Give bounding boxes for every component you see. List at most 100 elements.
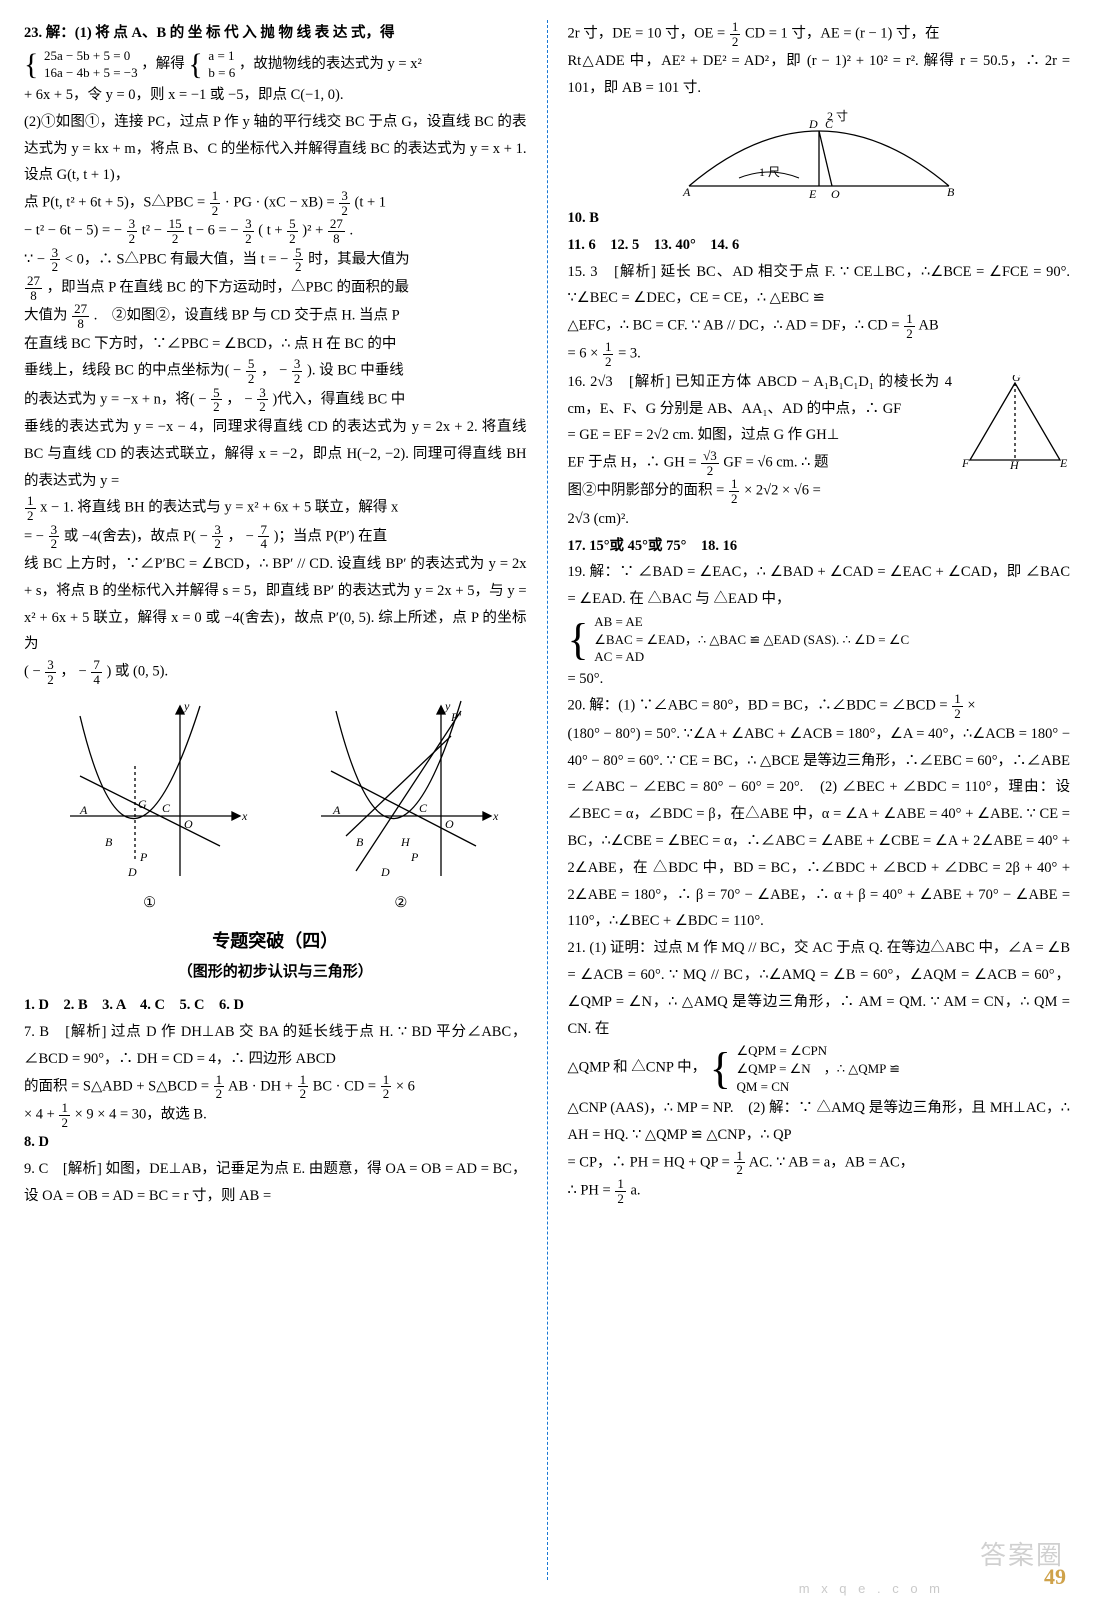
- svg-text:C: C: [162, 801, 171, 815]
- t: 垂线上，线段 BC 的中点坐标为( −: [24, 363, 245, 379]
- svg-text:B: B: [105, 835, 113, 849]
- frac-1-2: 12: [952, 692, 963, 720]
- frac-1-2: 12: [25, 494, 36, 522]
- frac-r3-2: √32: [701, 449, 719, 477]
- q23-l11: 的表达式为 y = −x + n，将( − 52 ， − 32 )代入，得直线 …: [24, 386, 527, 414]
- svg-text:H: H: [1009, 458, 1020, 470]
- frac-5-2: 52: [293, 246, 304, 274]
- frac-1-2: 12: [730, 20, 741, 48]
- brace-icon: {: [188, 51, 202, 78]
- answer-19b: = 50°.: [568, 666, 1071, 693]
- q23-l8: 大值为 278 . ②如图②，设直线 BP 与 CD 交于点 H. 当点 P: [24, 302, 527, 330]
- answer-21b: △CNP (AAS)，∴ MP = NP. (2) 解：∵ △AMQ 是等边三角…: [568, 1095, 1071, 1149]
- t: × 2√2 × √6 =: [744, 483, 821, 499]
- watermark-url: m x q e . c o m: [799, 1581, 944, 1596]
- q23-head: 23. 解：(1) 将 点 A、B 的 坐 标 代 入 抛 物 线 表 达 式，…: [24, 20, 527, 47]
- svg-text:D: D: [808, 117, 818, 131]
- svg-text:1 尺: 1 尺: [759, 165, 780, 179]
- svg-text:P: P: [139, 850, 148, 864]
- frac-3-2: 32: [45, 658, 56, 686]
- q23-l13: 12 x − 1. 将直线 BH 的表达式与 y = x² + 6x + 5 联…: [24, 494, 527, 522]
- t: ) 或 (0, 5).: [106, 664, 168, 680]
- sys19: AB = AE ∠BAC = ∠EAD，∴ △BAC ≌ △EAD (SAS).…: [594, 613, 909, 666]
- section-subtitle: （图形的初步认识与三角形）: [24, 959, 527, 987]
- svg-text:O: O: [445, 817, 454, 831]
- frac-27-8: 278: [328, 217, 345, 245]
- t: 2r 寸，DE = 10 寸，OE =: [568, 25, 729, 41]
- s: AC = AD: [594, 648, 909, 666]
- sys1: 25a − 5b + 5 = 0 16a − 4b + 5 = −3: [44, 47, 138, 82]
- s: ∠BAC = ∠EAD，∴ △BAC ≌ △EAD (SAS). ∴ ∠D = …: [594, 631, 909, 649]
- frac-5-2: 52: [211, 386, 222, 414]
- t: × 4 +: [24, 1107, 58, 1123]
- s: QM = CN: [736, 1078, 900, 1096]
- frac-3-2: 32: [127, 217, 138, 245]
- frac-5-2: 52: [287, 217, 298, 245]
- frac-3-2: 32: [50, 246, 61, 274]
- q23-l14: = − 32 或 −4(舍去)，故点 P( − 32 ， − 74 )；当点 P…: [24, 523, 527, 551]
- t: = −: [24, 528, 48, 544]
- frac-1-2: 12: [904, 312, 915, 340]
- t: 20. 解：(1) ∵∠ABC = 80°，BD = BC，∴∠BDC = ∠B…: [568, 698, 952, 714]
- t: ，即当点 P 在直线 BC 的下方运动时，△PBC 的面积的最: [47, 279, 409, 295]
- t: t − 6 = −: [188, 223, 242, 239]
- figure-arc: AB EO DC 1 尺 2 寸: [568, 106, 1071, 201]
- q23-l3: (2)①如图①，连接 PC，过点 P 作 y 轴的平行线交 BC 于点 G，设直…: [24, 109, 527, 189]
- t: 的面积 = S△ABD + S△BCD =: [24, 1078, 213, 1094]
- t: AB · DH +: [228, 1078, 297, 1094]
- t: AB: [919, 318, 939, 334]
- t: × 6: [396, 1078, 415, 1094]
- t: ， −: [226, 391, 256, 407]
- t: 大值为: [24, 308, 71, 324]
- sys-mid: ，解得: [141, 56, 185, 72]
- sys2: a = 1 b = 6: [208, 47, 235, 82]
- frac-27-8: 278: [25, 274, 42, 302]
- q23-system: { 25a − 5b + 5 = 0 16a − 4b + 5 = −3 ，解得…: [24, 47, 527, 82]
- sys2a: a = 1: [208, 47, 235, 65]
- t: 的表达式为 y = −x + n，将( −: [24, 391, 210, 407]
- answer-9: 9. C [解析] 如图，DE⊥AB，记垂足为点 E. 由题意，得 OA = O…: [24, 1156, 527, 1210]
- brace-icon: {: [710, 1049, 731, 1089]
- s: AB = AE: [594, 613, 909, 631]
- t: · PG · (xC − xB) =: [225, 195, 338, 211]
- t: ， −: [60, 664, 90, 680]
- brace-icon: {: [568, 620, 589, 660]
- svg-text:G: G: [138, 797, 147, 811]
- frac-1-2: 12: [603, 340, 614, 368]
- q23-l12: 垂线的表达式为 y = −x − 4，同理求得直线 CD 的表达式为 y = 2…: [24, 414, 527, 494]
- sys1b: 16a − 4b + 5 = −3: [44, 64, 138, 82]
- t: ∵ −: [24, 251, 49, 267]
- t: ( t +: [258, 223, 286, 239]
- t: × 9 × 4 = 30，故选 B.: [75, 1107, 207, 1123]
- t: .: [350, 223, 354, 239]
- r2: Rt△ADE 中，AE² + DE² = AD²，即 (r − 1)² + 10…: [568, 48, 1071, 102]
- svg-text:x: x: [492, 809, 499, 823]
- sys2b: b = 6: [208, 64, 235, 82]
- t: 图②中阴影部分的面积 =: [568, 483, 728, 499]
- answer-21a: 21. (1) 证明：过点 M 作 MQ // BC，交 AC 于点 Q. 在等…: [568, 935, 1071, 1042]
- section-title: 专题突破（四）: [24, 925, 527, 958]
- svg-text:D: D: [127, 865, 137, 879]
- t: CD = 1 寸，AE = (r − 1) 寸，在: [745, 25, 940, 41]
- svg-text:D: D: [380, 865, 390, 879]
- t: GF = √6 cm. ∴ 题: [723, 455, 828, 471]
- t: = 6 ×: [568, 346, 602, 362]
- t: 时，其最大值为: [308, 251, 410, 267]
- answer-7c: × 4 + 12 × 9 × 4 = 30，故选 B.: [24, 1101, 527, 1129]
- answer-20a: 20. 解：(1) ∵∠ABC = 80°，BD = BC，∴∠BDC = ∠B…: [568, 692, 1071, 720]
- t: 或 −4(舍去)，故点 P( −: [64, 528, 212, 544]
- frac-3-2: 32: [339, 189, 350, 217]
- answer-21c: = CP，∴ PH = HQ + QP = 12 AC. ∵ AB = a，AB…: [568, 1149, 1071, 1177]
- t: a.: [630, 1182, 640, 1198]
- t: < 0，∴ S△PBC 有最大值，当 t = −: [65, 251, 292, 267]
- q23-l15: 线 BC 上方时，∵∠P′BC = ∠BCD，∴ BP′ // CD. 设直线 …: [24, 551, 527, 658]
- frac-3-2: 32: [49, 523, 60, 551]
- q23-l10: 垂线上，线段 BC 的中点坐标为( − 52 ， − 32 ). 设 BC 中垂…: [24, 357, 527, 385]
- fig1-caption: ①: [50, 890, 250, 917]
- q23-l9: 在直线 BC 下方时，∵∠PBC = ∠BCD，∴ 点 H 在 BC 的中: [24, 331, 527, 358]
- answer-16d: 图②中阴影部分的面积 = 12 × 2√2 × √6 =: [568, 477, 1071, 505]
- frac-3-2: 32: [212, 523, 223, 551]
- t: ， −: [228, 528, 258, 544]
- answer-7b: 的面积 = S△ABD + S△BCD = 12 AB · DH + 12 BC…: [24, 1073, 527, 1101]
- t: )；当点 P(P′) 在直: [274, 528, 388, 544]
